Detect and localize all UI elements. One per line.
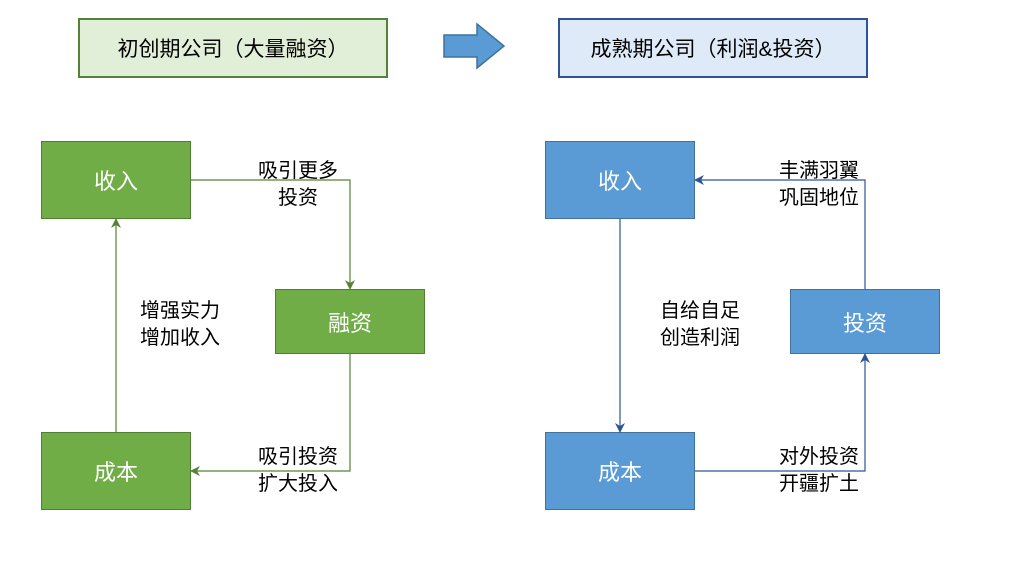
left-node-cost-label: 成本 bbox=[94, 455, 138, 487]
left-edge-label-0: 吸引更多 投资 bbox=[258, 158, 338, 212]
header-left-text: 初创期公司（大量融资） bbox=[118, 33, 349, 63]
right-node-revenue: 收入 bbox=[545, 141, 695, 219]
header-left: 初创期公司（大量融资） bbox=[78, 18, 388, 78]
right-node-cost-label: 成本 bbox=[598, 455, 642, 487]
right-edge-label-1: 自给自足 创造利润 bbox=[660, 298, 740, 352]
header-right: 成熟期公司（利润&投资） bbox=[558, 18, 868, 78]
top-arrow-icon bbox=[444, 24, 504, 68]
right-node-cost: 成本 bbox=[545, 432, 695, 510]
right-edge-label-0: 丰满羽翼 巩固地位 bbox=[779, 158, 859, 212]
right-node-invest-label: 投资 bbox=[843, 306, 887, 338]
right-node-invest: 投资 bbox=[790, 289, 940, 354]
left-node-finance: 融资 bbox=[275, 289, 425, 354]
right-node-revenue-label: 收入 bbox=[598, 164, 642, 196]
left-node-cost: 成本 bbox=[41, 432, 191, 510]
left-node-revenue-label: 收入 bbox=[94, 164, 138, 196]
right-edge-label-2: 对外投资 开疆扩土 bbox=[779, 444, 859, 498]
left-edge-label-1: 吸引投资 扩大投入 bbox=[258, 444, 338, 498]
left-node-revenue: 收入 bbox=[41, 141, 191, 219]
header-right-text: 成熟期公司（利润&投资） bbox=[590, 33, 835, 63]
left-node-finance-label: 融资 bbox=[328, 306, 372, 338]
left-edge-label-2: 增强实力 增加收入 bbox=[140, 298, 220, 352]
